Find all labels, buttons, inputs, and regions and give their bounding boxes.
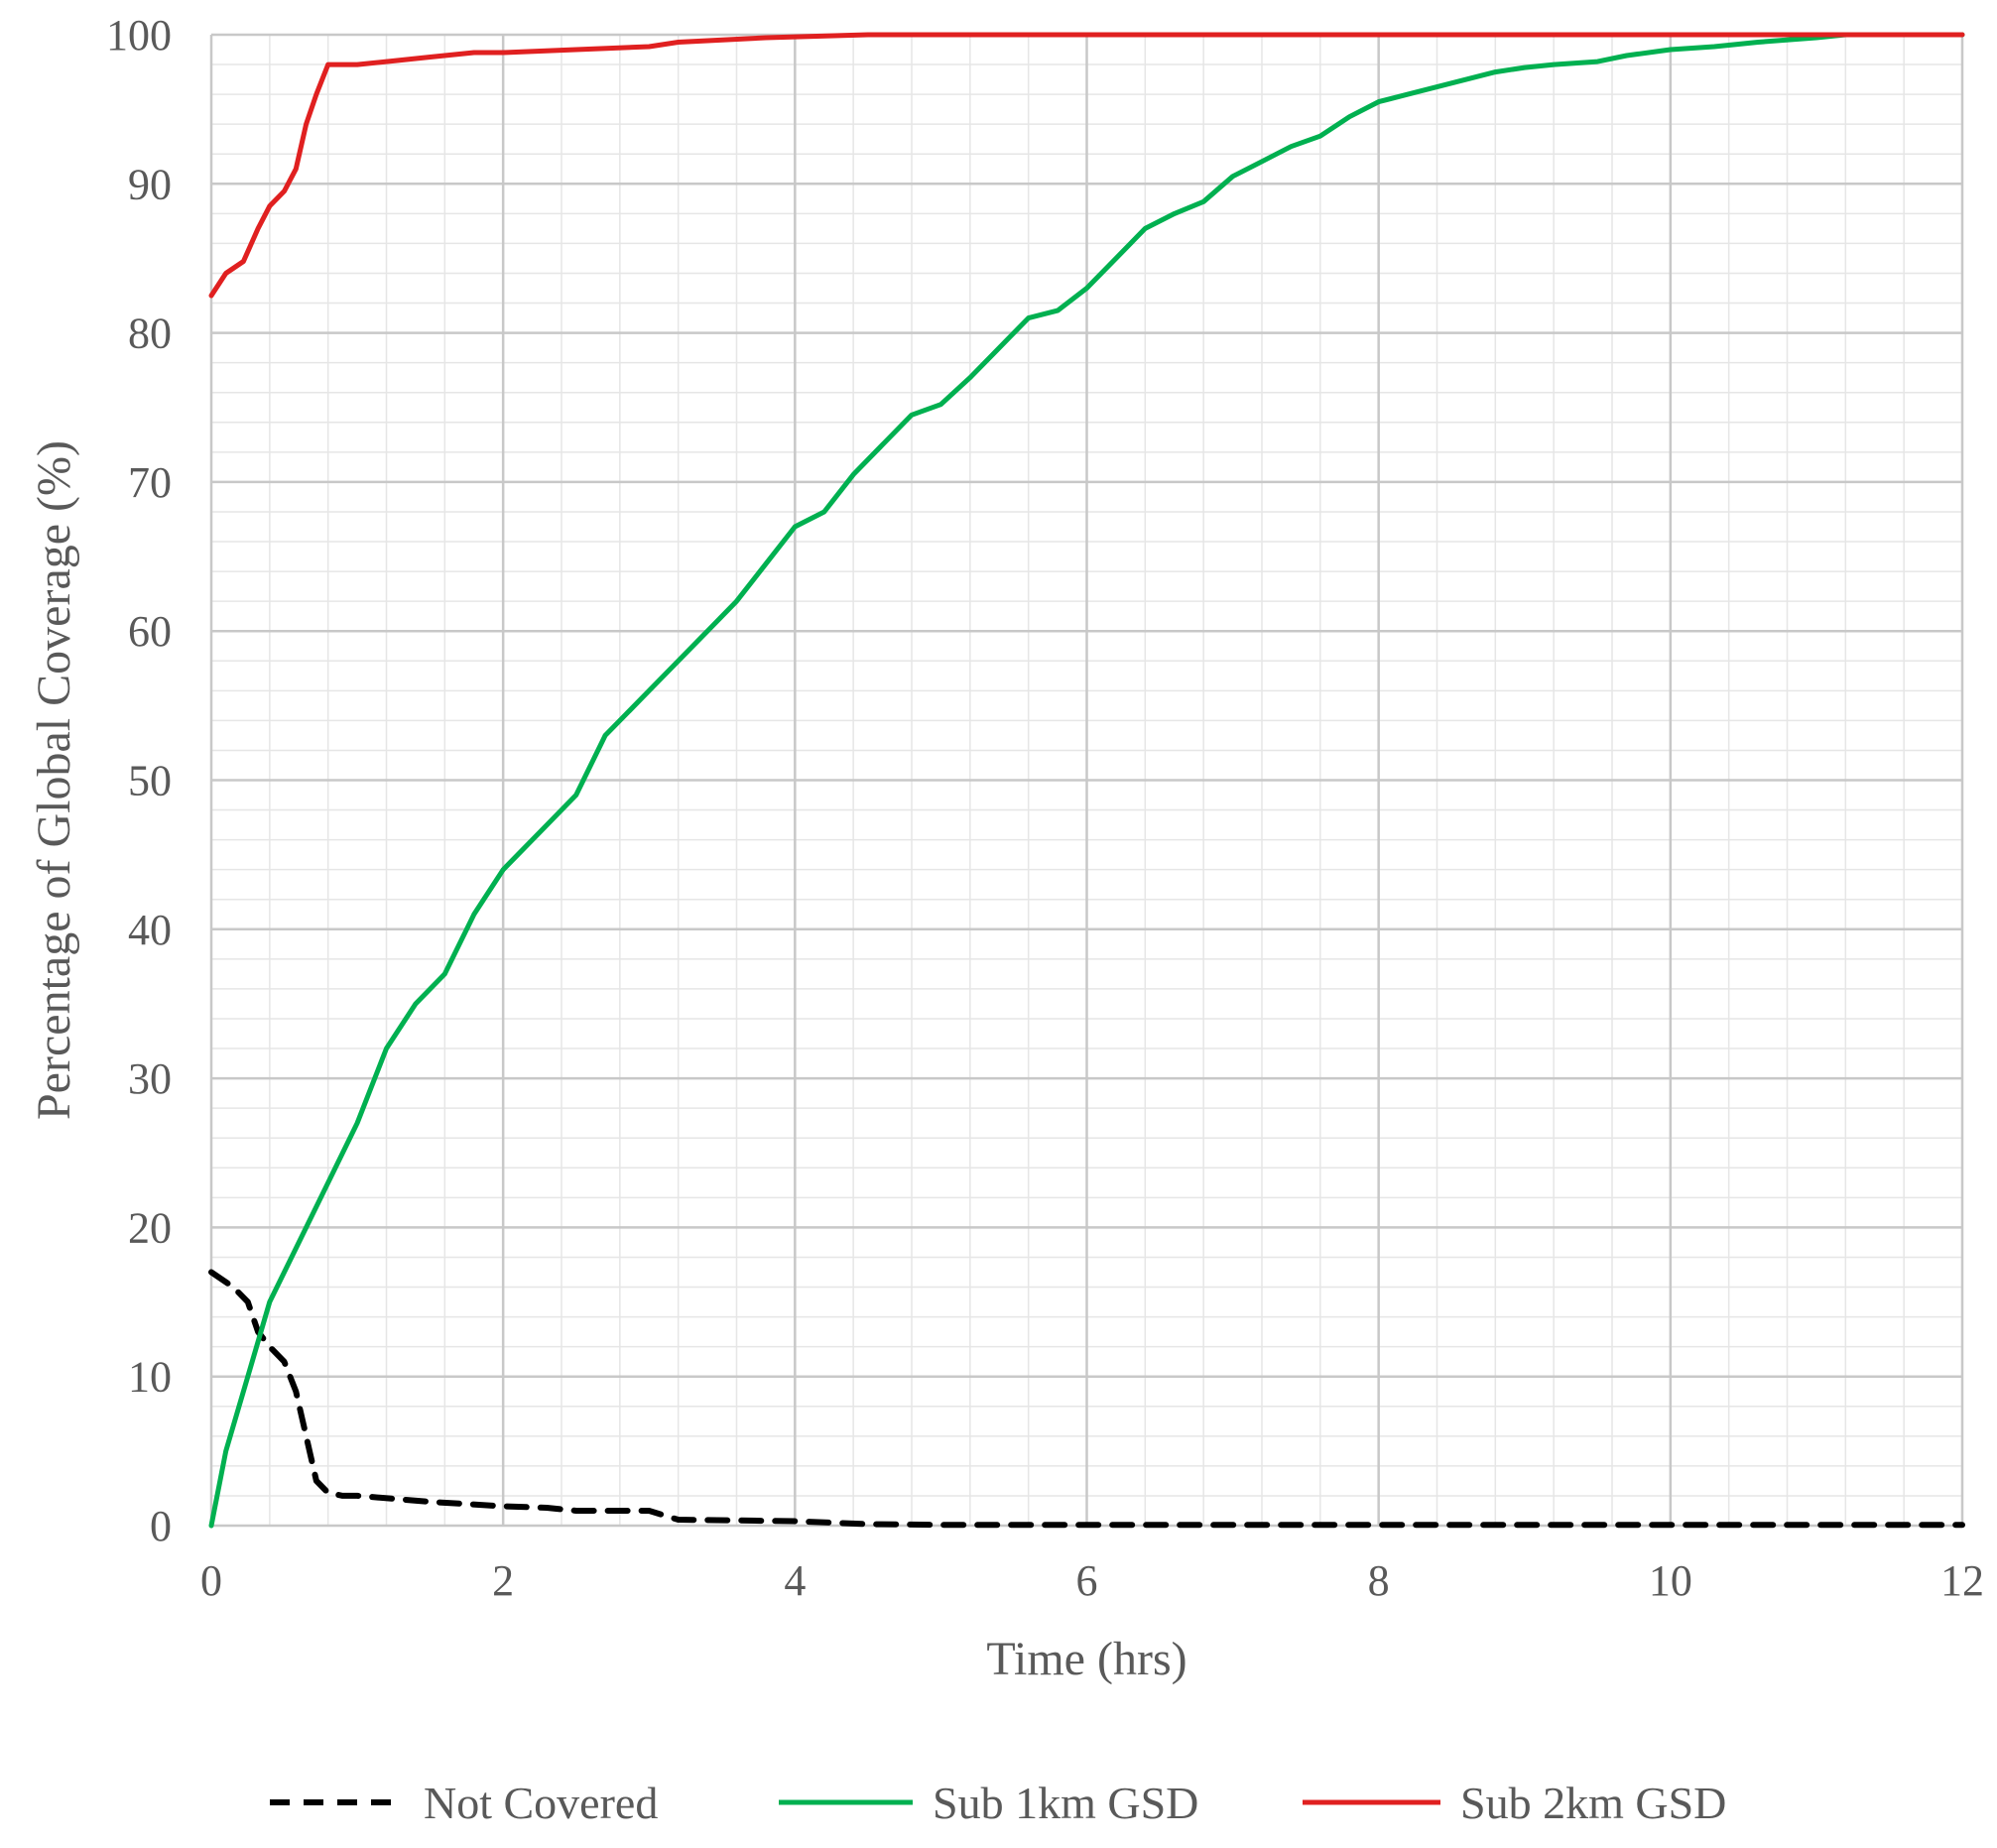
y-tick-label: 80 <box>128 309 172 358</box>
series-line-sub-1km-gsd <box>208 32 1965 1529</box>
x-tick-label: 4 <box>784 1556 806 1605</box>
y-axis-ticks: 0 10 20 30 40 50 60 70 80 90 100 <box>106 11 172 1550</box>
x-tick-label: 10 <box>1649 1556 1692 1605</box>
y-tick-label: 50 <box>128 757 172 805</box>
legend-label: Sub 2km GSD <box>1460 1778 1726 1828</box>
y-tick-label: 10 <box>128 1353 172 1402</box>
y-tick-label: 70 <box>128 458 172 507</box>
y-tick-label: 0 <box>150 1502 172 1550</box>
y-tick-label: 60 <box>128 607 172 656</box>
y-axis-title: Percentage of Global Coverage (%) <box>28 440 80 1120</box>
legend-label: Not Covered <box>424 1778 658 1828</box>
x-tick-label: 8 <box>1368 1556 1390 1605</box>
series-line-sub-2km-gsd <box>208 32 1965 299</box>
x-tick-label: 0 <box>200 1556 222 1605</box>
y-tick-label: 100 <box>106 11 172 60</box>
x-axis-title: Time (hrs) <box>986 1633 1186 1685</box>
series-line-not-covered <box>208 1269 1965 1529</box>
x-tick-label: 6 <box>1076 1556 1098 1605</box>
y-tick-label: 40 <box>128 906 172 954</box>
y-tick-label: 20 <box>128 1203 172 1252</box>
series-layer <box>208 32 1965 1529</box>
x-tick-label: 2 <box>492 1556 514 1605</box>
legend-label: Sub 1km GSD <box>933 1778 1198 1828</box>
grid-major <box>209 33 1964 1528</box>
legend: Not Covered Sub 1km GSD Sub 2km GSD <box>270 1778 1726 1828</box>
x-axis-ticks: 0 2 4 6 8 10 12 <box>200 1556 1984 1605</box>
y-tick-label: 30 <box>128 1054 172 1103</box>
x-tick-label: 12 <box>1940 1556 1984 1605</box>
y-tick-label: 90 <box>128 160 172 208</box>
